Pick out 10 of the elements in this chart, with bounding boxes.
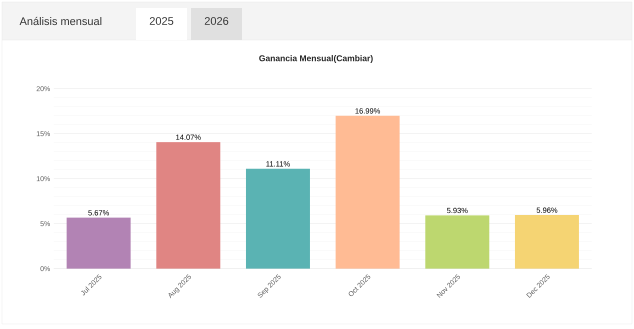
bar [66,218,131,269]
bar [514,215,579,269]
bar [336,116,400,269]
text: 2026 [204,17,228,25]
bar [156,142,220,269]
chart-title: Ganancia Mensual(Cambiar) [259,55,373,63]
bar [425,215,490,269]
text: Análisis mensual [20,16,102,26]
text: 2025 [150,17,174,25]
bar [246,168,310,269]
